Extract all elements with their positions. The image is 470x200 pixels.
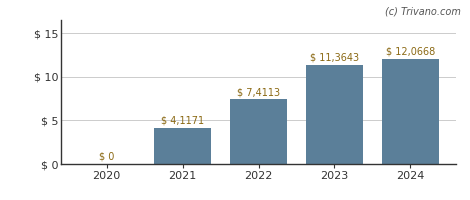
Text: $ 12,0668: $ 12,0668	[386, 47, 435, 57]
Text: $ 4,1171: $ 4,1171	[161, 116, 204, 126]
Text: $ 0: $ 0	[99, 152, 114, 162]
Text: (c) Trivano.com: (c) Trivano.com	[385, 6, 461, 16]
Bar	[230, 99, 287, 164]
Bar	[154, 128, 211, 164]
Bar	[382, 59, 439, 164]
Text: $ 11,3643: $ 11,3643	[310, 53, 359, 63]
Bar	[306, 65, 363, 164]
Text: $ 7,4113: $ 7,4113	[237, 87, 280, 97]
